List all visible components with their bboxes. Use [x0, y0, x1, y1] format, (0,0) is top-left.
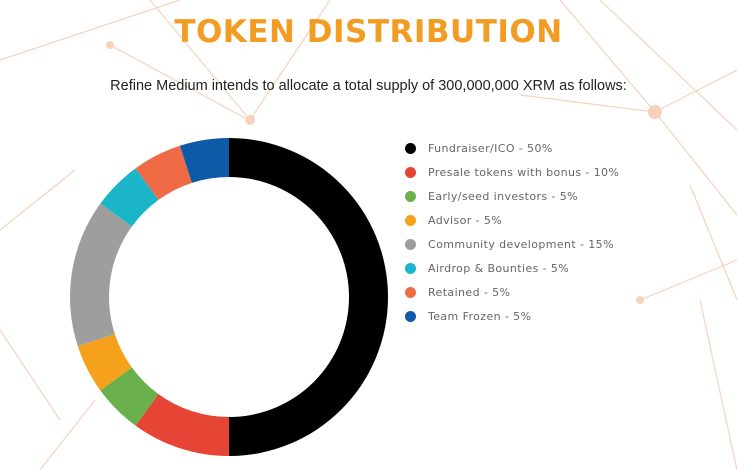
donut-slice-early-seed-investors	[100, 367, 159, 426]
donut-slice-airdrop-bounties	[100, 168, 159, 227]
legend-label: Advisor - 5%	[428, 213, 503, 227]
page-subtitle: Refine Medium intends to allocate a tota…	[110, 78, 627, 94]
legend-label: Fundraiser/ICO - 50%	[428, 141, 553, 155]
legend-color-dot	[405, 142, 416, 154]
chart-legend: Fundraiser/ICO - 50% Presale tokens with …	[405, 136, 619, 328]
legend-label: Airdrop & Bounties - 5%	[428, 261, 570, 275]
donut-slice-retained	[135, 145, 192, 200]
legend-label: Presale tokens with bonus - 10%	[428, 165, 620, 179]
network-line	[559, 0, 656, 113]
legend-item: Team Frozen - 5%	[405, 304, 619, 328]
legend-label: Retained - 5%	[428, 285, 511, 299]
legend-color-dot	[405, 238, 416, 250]
legend-color-dot	[405, 286, 416, 298]
donut-slice-advisor	[77, 334, 132, 391]
network-line	[0, 329, 61, 421]
page-title: TOKEN DISTRIBUTION	[174, 14, 563, 50]
donut-slice-fundraiser-ico	[229, 138, 388, 456]
legend-color-dot	[405, 214, 416, 226]
donut-slice-community-development	[70, 203, 132, 347]
legend-item: Airdrop & Bounties - 5%	[405, 256, 619, 280]
network-node	[245, 115, 255, 125]
network-line	[699, 299, 737, 470]
legend-item: Early/seed investors - 5%	[405, 184, 619, 208]
legend-item: Advisor - 5%	[405, 208, 619, 232]
legend-color-dot	[405, 166, 416, 178]
legend-item: Fundraiser/ICO - 50%	[405, 136, 619, 160]
legend-item: Community development - 15%	[405, 232, 619, 256]
legend-item: Retained - 5%	[405, 280, 619, 304]
legend-item: Presale tokens with bonus - 10%	[405, 160, 619, 184]
legend-label: Team Frozen - 5%	[428, 309, 532, 323]
network-node	[106, 41, 114, 49]
legend-label: Early/seed investors - 5%	[428, 189, 578, 203]
donut-slice-team-frozen	[179, 138, 229, 183]
network-line	[149, 0, 251, 121]
network-line	[599, 0, 737, 131]
network-line	[654, 111, 737, 216]
legend-color-dot	[405, 262, 416, 274]
network-line	[689, 184, 737, 301]
network-line	[639, 259, 737, 301]
network-line	[0, 0, 181, 61]
legend-color-dot	[405, 310, 416, 322]
network-line	[109, 44, 246, 119]
donut-slice-presale-tokens-with-bonus	[135, 394, 229, 456]
network-node	[648, 105, 662, 119]
donut-chart	[70, 138, 388, 456]
network-node	[636, 296, 644, 304]
network-line	[39, 399, 96, 470]
legend-label: Community development - 15%	[428, 237, 614, 251]
legend-color-dot	[405, 190, 416, 202]
network-line	[519, 94, 656, 113]
network-line	[249, 0, 331, 121]
network-line	[0, 169, 76, 231]
